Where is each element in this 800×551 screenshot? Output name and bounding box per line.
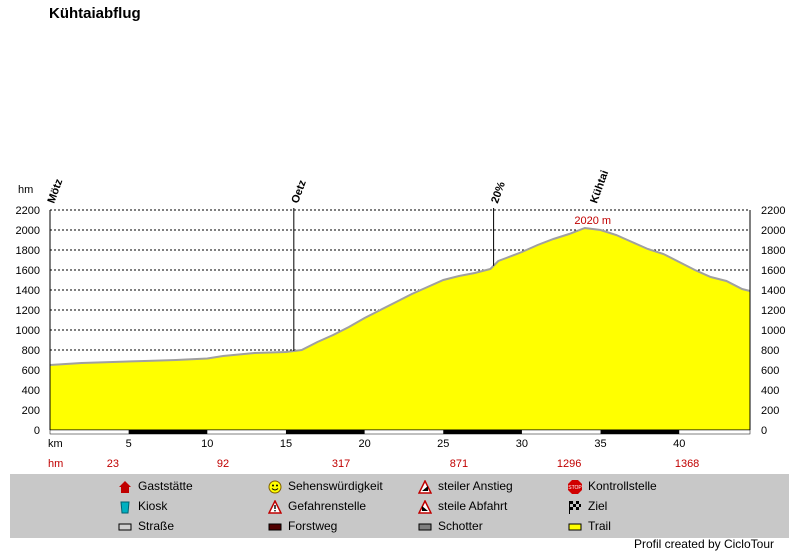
segment-bar-base [49,429,751,435]
y-tick-right-1400: 1400 [761,285,785,297]
forest-road-swatch-icon [268,520,282,534]
y-tick-left-600: 600 [22,365,40,377]
y-tick-right-1800: 1800 [761,245,785,257]
cumulative-hm-2: 317 [332,458,350,470]
y-tick-left-1000: 1000 [16,325,40,337]
legend-item: steile Abfahrt [417,498,508,514]
legend-item: Schotter [418,518,483,534]
legend-label: Kiosk [138,499,168,513]
x-tick-30: 30 [516,438,528,450]
legend-item: Forstweg [268,518,337,534]
legend-label: Schotter [438,519,483,533]
legend-item: Straße [118,518,174,534]
x-tick-40: 40 [673,438,685,450]
segment-0 [128,430,208,434]
cumulative-hm-5: 1368 [675,458,699,470]
y-tick-left-1400: 1400 [16,285,40,297]
y-tick-left-200: 200 [22,405,40,417]
credit-text: Profil created by CicloTour [633,537,774,551]
house-icon [118,480,132,494]
y-tick-right-1200: 1200 [761,305,785,317]
legend-label: Sehenswürdigkeit [288,479,383,493]
y-axis-label: hm [18,184,33,196]
y-tick-right-400: 400 [761,385,779,397]
y-tick-right-2200: 2200 [761,205,785,217]
waypoint-label-0: Mötz [46,177,66,205]
waypoint-label-3: Kühtai [588,169,611,205]
legend-item: Ziel [568,498,607,514]
y-tick-left-1800: 1800 [16,245,40,257]
y-tick-right-0: 0 [761,425,767,437]
x-tick-20: 20 [358,438,370,450]
y-tick-left-1600: 1600 [16,265,40,277]
chart-title: Kühtaiabflug [49,5,141,22]
segment-3 [600,430,680,434]
elevation-area [50,228,750,430]
y-tick-left-1200: 1200 [16,305,40,317]
x-tick-15: 15 [280,438,292,450]
y-tick-right-1000: 1000 [761,325,785,337]
legend-label: Gefahrenstelle [288,499,367,513]
x-axis-label: km [48,438,63,450]
y-tick-left-800: 800 [22,345,40,357]
segment-2 [443,430,522,434]
legend-label: Forstweg [288,519,338,533]
cumulative-hm-1: 92 [217,458,229,470]
y-tick-right-600: 600 [761,365,779,377]
cumulative-hm-0: 23 [107,458,119,470]
climb-warning-icon [417,479,433,494]
legend-item: Kiosk [118,498,167,514]
cumulative-hm-4: 1296 [557,458,581,470]
legend-item: Trail [568,518,611,534]
cup-icon [118,500,132,514]
legend-item: Sehenswürdigkeit [268,478,383,494]
gravel-swatch-icon [418,520,432,534]
waypoint-label-1: Oetz [289,178,309,205]
y-tick-left-0: 0 [34,425,40,437]
legend-label: steiler Anstieg [438,479,513,493]
legend-item: STOP Kontrollstelle [568,478,657,494]
elevation-outline [49,226,751,366]
y-tick-right-200: 200 [761,405,779,417]
cumulative-hm-3: 871 [450,458,468,470]
road-swatch-icon [118,520,132,534]
y-tick-right-2000: 2000 [761,225,785,237]
waypoint-label-2: 20% [489,180,508,205]
legend-label: Straße [138,519,175,533]
legend-label: Kontrollstelle [588,479,657,493]
descent-warning-icon [417,499,433,514]
elevation-chart: 0 0 200 200 400 400 600 600 800 800 1000 1000 1200 12… [16,169,786,470]
checkered-flag-icon [568,500,582,514]
y-tick-right-800: 800 [761,345,779,357]
y-tick-right-1600: 1600 [761,265,785,277]
legend-label: Trail [588,519,611,533]
legend-label: Gaststätte [138,479,193,493]
hm-row-label: hm [48,458,63,470]
y-tick-left-400: 400 [22,385,40,397]
legend: Gaststätte Sehenswürdigkeit steiler Anstie… [10,474,789,538]
legend-label: Ziel [588,499,608,513]
x-tick-35: 35 [594,438,606,450]
y-tick-left-2000: 2000 [16,225,40,237]
x-tick-10: 10 [201,438,213,450]
trail-swatch-icon [568,520,582,534]
x-tick-25: 25 [437,438,449,450]
legend-label: steile Abfahrt [438,499,508,513]
segment-1 [285,430,365,434]
legend-item: Gefahrenstelle [267,498,367,514]
legend-item: Gaststätte [118,478,193,494]
smiley-icon [268,480,282,494]
segment-bar [49,429,751,435]
danger-warning-icon [267,499,283,514]
svg-text:STOP: STOP [568,485,582,491]
y-tick-left-2200: 2200 [16,205,40,217]
legend-item: steiler Anstieg [417,478,513,494]
stop-sign-icon: STOP [568,479,582,494]
waypoint-lines [293,208,495,351]
peak-annotation: 2020 m [574,215,611,227]
x-tick-5: 5 [126,438,132,450]
